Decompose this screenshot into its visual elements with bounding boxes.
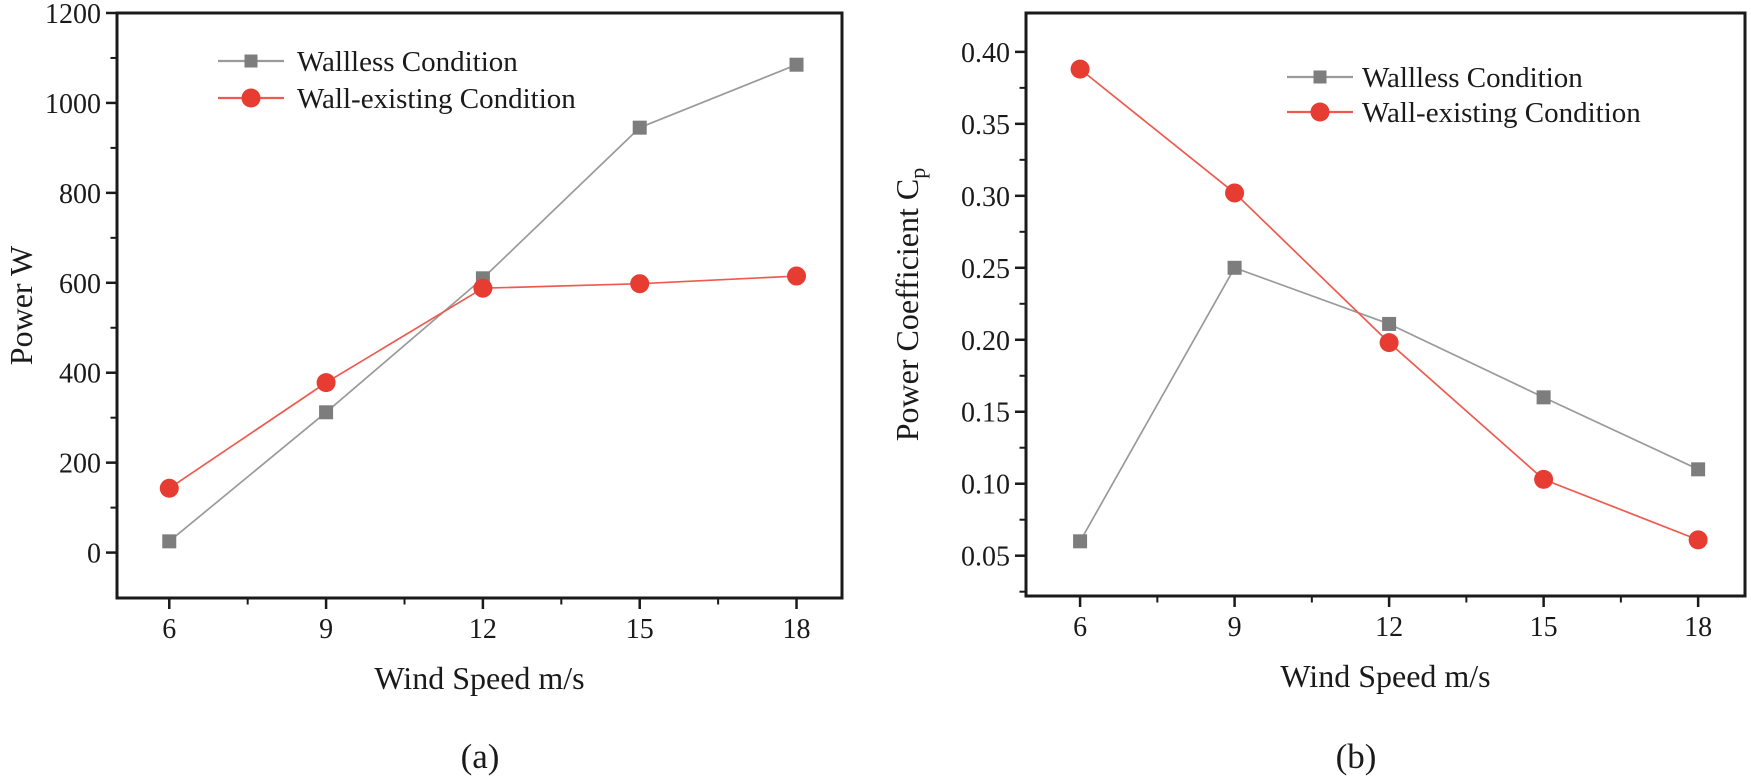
series-wallless-condition xyxy=(1073,260,1706,549)
data-point-circle xyxy=(316,373,336,393)
x-tick-label: 15 xyxy=(1530,612,1558,643)
y-tick-label: 0.05 xyxy=(961,542,1010,573)
data-point-circle xyxy=(473,278,493,298)
legend-entry: Wallless Condition xyxy=(218,46,518,78)
y-tick-label: 0.15 xyxy=(961,398,1010,429)
y-tick-label: 1000 xyxy=(45,89,101,120)
panel-b-caption: (b) xyxy=(1335,737,1377,776)
y-tick-label: 1200 xyxy=(45,0,101,30)
legend-entry: Wall-existing Condition xyxy=(218,83,576,115)
data-point-square xyxy=(1227,260,1242,275)
y-tick-label: 600 xyxy=(59,269,101,300)
axes-frame xyxy=(115,11,844,600)
legend: Wallless Condition Wall-existing Conditio… xyxy=(218,46,576,115)
legend-circle-marker xyxy=(241,88,261,108)
y-axis-title: Power Coefficient Cp xyxy=(889,168,930,441)
y-tick-label: 0 xyxy=(87,539,101,570)
y-tick-label: 400 xyxy=(59,359,101,390)
y-tick-label: 0.20 xyxy=(961,326,1010,357)
legend-square-marker xyxy=(1313,70,1327,84)
plot-area: 6 9 12 15 18 0.05 0.10 0.15 0.20 0.25 0.30 0.35 0.40… xyxy=(889,11,1747,694)
x-tick-label: 15 xyxy=(626,614,654,645)
series-line xyxy=(168,63,797,542)
x-tick-label: 18 xyxy=(1684,612,1712,643)
data-point-circle xyxy=(787,266,807,286)
y-tick-label: 0.40 xyxy=(961,38,1010,69)
panel-a-caption: (a) xyxy=(460,737,500,776)
x-axis-title: Wind Speed m/s xyxy=(374,660,584,696)
data-point-circle xyxy=(1379,333,1399,353)
chart-a-power-vs-windspeed: 6 9 12 15 18 0 200 400 600 800 1000 1200 Wallless Co… xyxy=(3,0,844,696)
data-point-circle xyxy=(159,478,179,498)
data-point-square xyxy=(162,534,177,549)
data-point-circle xyxy=(630,274,650,294)
legend-label: Wall-existing Condition xyxy=(297,83,576,115)
series-wall-existing-condition xyxy=(1070,59,1708,550)
data-point-square xyxy=(1691,462,1706,477)
data-point-circle xyxy=(1688,530,1708,550)
data-point-circle xyxy=(1070,59,1090,79)
x-tick-label: 6 xyxy=(1073,612,1087,643)
legend-square-marker xyxy=(244,54,258,68)
series-line xyxy=(1079,68,1699,541)
x-tick-label: 9 xyxy=(1228,612,1242,643)
y-tick-label: 0.35 xyxy=(961,110,1010,141)
x-axis-ticks: 6 9 12 15 18 xyxy=(162,598,811,645)
data-point-circle xyxy=(1225,183,1245,203)
plot-area: 6 9 12 15 18 0 200 400 600 800 1000 1200 Wallless Co… xyxy=(3,0,844,696)
y-tick-label: 0.30 xyxy=(961,182,1010,213)
legend-label: Wallless Condition xyxy=(1362,62,1583,94)
y-tick-label: 800 xyxy=(59,179,101,210)
legend-entry: Wall-existing Condition xyxy=(1287,97,1641,129)
x-axis-ticks: 6 9 12 15 18 xyxy=(1073,596,1712,643)
data-point-square xyxy=(319,405,334,420)
y-axis-title: Power W xyxy=(3,245,39,365)
data-point-square xyxy=(1382,316,1397,331)
legend-label: Wallless Condition xyxy=(297,46,518,78)
y-tick-label: 0.25 xyxy=(961,254,1010,285)
y-axis-ticks: 0 200 400 600 800 1000 1200 xyxy=(45,0,117,570)
x-tick-label: 12 xyxy=(1375,612,1403,643)
data-point-square xyxy=(632,120,647,135)
data-point-square xyxy=(789,57,804,72)
data-point-circle xyxy=(1534,469,1554,489)
legend-entry: Wallless Condition xyxy=(1287,62,1583,94)
data-point-square xyxy=(1073,534,1088,549)
x-axis-title: Wind Speed m/s xyxy=(1280,658,1490,694)
x-tick-label: 9 xyxy=(319,614,333,645)
x-tick-label: 12 xyxy=(469,614,497,645)
y-tick-label: 0.10 xyxy=(961,470,1010,501)
series-wall-existing-condition xyxy=(159,266,807,498)
x-tick-label: 18 xyxy=(783,614,811,645)
series-wallless-condition xyxy=(162,57,804,549)
data-point-square xyxy=(1536,390,1551,405)
legend-circle-marker xyxy=(1310,102,1330,122)
x-tick-label: 6 xyxy=(162,614,176,645)
y-tick-label: 200 xyxy=(59,449,101,480)
series-line xyxy=(1079,266,1699,542)
series-line xyxy=(168,275,797,489)
chart-b-power-coefficient-vs-windspeed: 6 9 12 15 18 0.05 0.10 0.15 0.20 0.25 0.30 0.35 0.40… xyxy=(889,11,1747,694)
legend-label: Wall-existing Condition xyxy=(1362,97,1641,129)
y-axis-ticks: 0.05 0.10 0.15 0.20 0.25 0.30 0.35 0.40 xyxy=(961,38,1026,593)
